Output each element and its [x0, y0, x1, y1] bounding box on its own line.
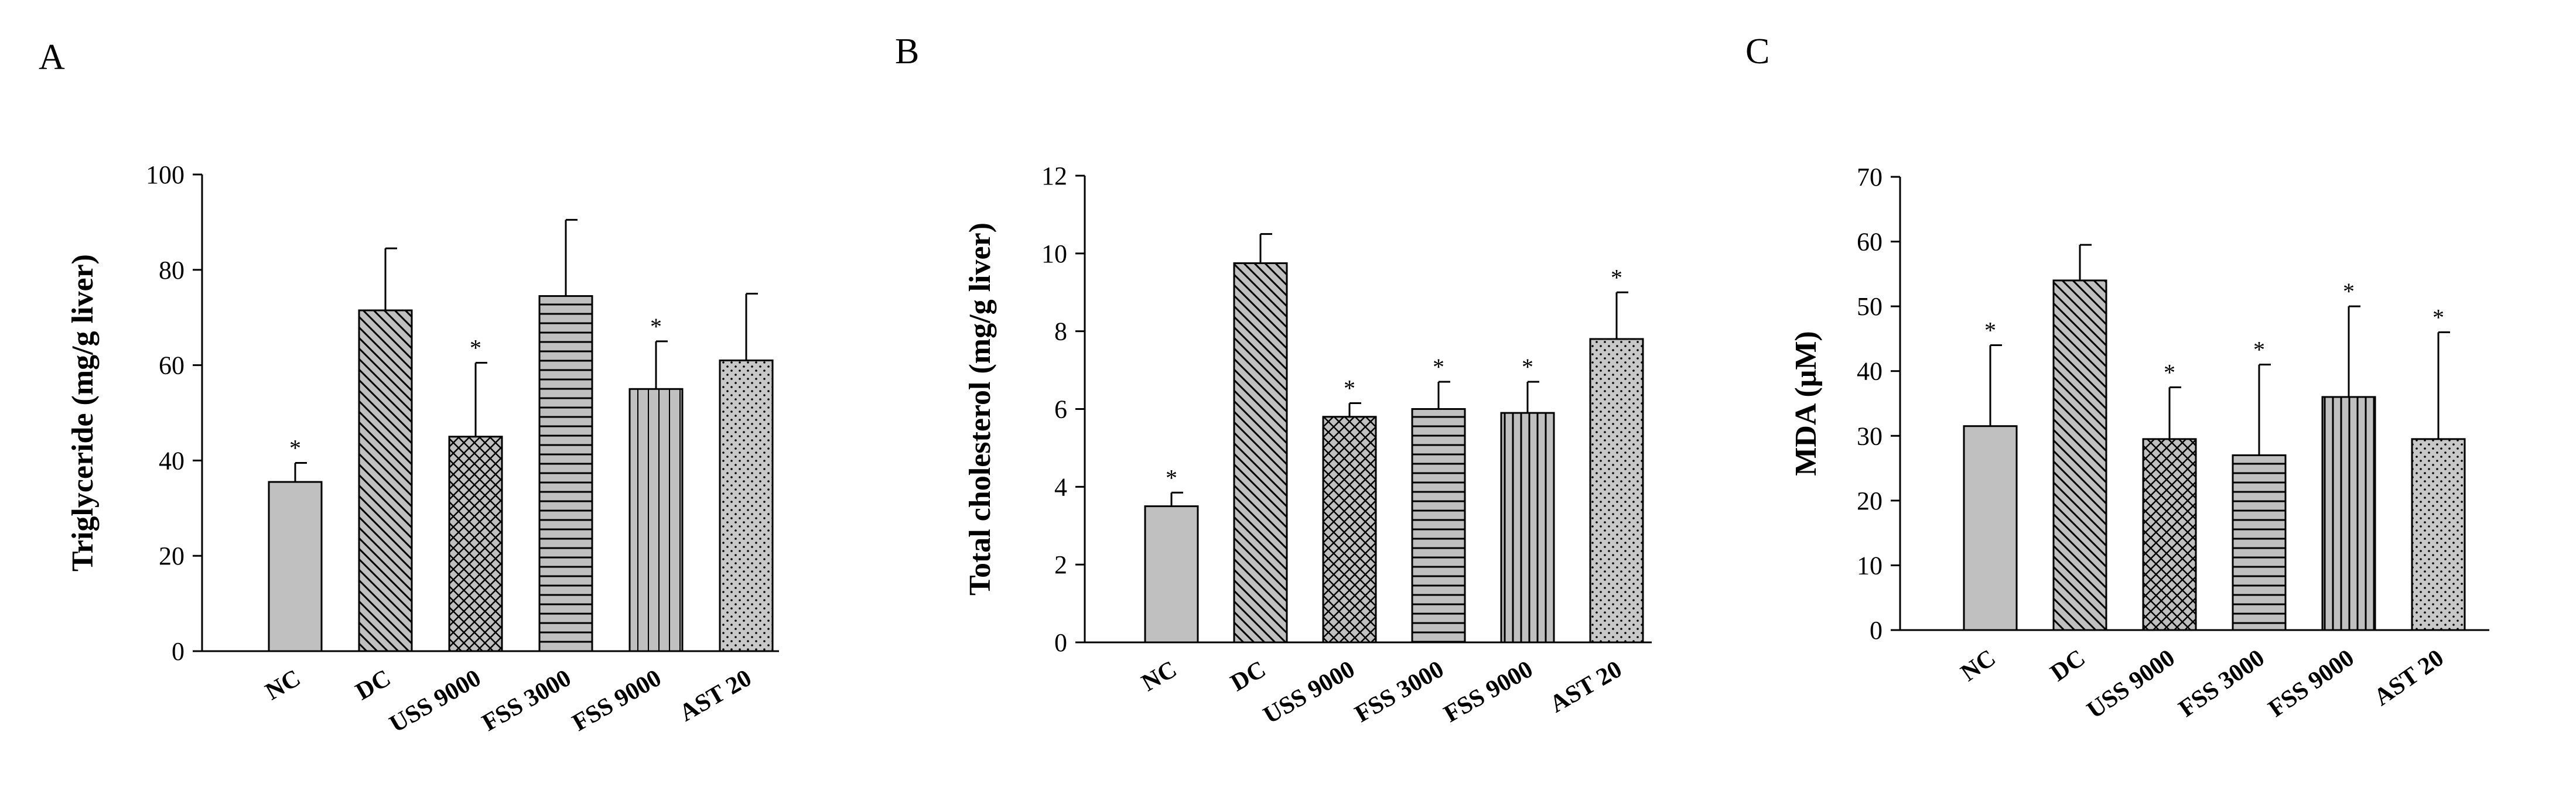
panel-c-y-tick-label: 30	[1857, 422, 1883, 450]
panel-a-y-tick-label: 40	[159, 446, 185, 475]
panel-a-bar	[719, 359, 774, 652]
panel-letter-c: C	[1745, 32, 1769, 71]
panel-b-y-tick-label: 8	[1054, 317, 1067, 346]
panel-b-bar	[1233, 262, 1288, 644]
panel-b-y-tick-label: 10	[1041, 239, 1067, 268]
panel-c-category-label: FSS 3000	[2174, 645, 2270, 723]
panel-b-bar	[1411, 408, 1466, 644]
panel-b-bar	[1322, 416, 1377, 644]
panel-b-y-tick-label: 12	[1041, 162, 1067, 190]
panel-b-y-tick-label: 0	[1054, 628, 1067, 657]
panel-a-y-axis-title: Triglyceride (mg/g liver)	[66, 254, 100, 572]
panel-a-y-tick-label: 0	[172, 637, 185, 666]
panel-c-category-label: NC	[1956, 645, 2001, 687]
panel-c-y-tick-label: 40	[1857, 357, 1883, 386]
panel-a-category-label: FSS 9000	[568, 665, 666, 737]
panel-b-chart: 0 2 4 6 8 10 12 Total cholesterol (mg/g liver) *…	[964, 162, 1652, 729]
panel-b-category-label: AST 20	[1545, 656, 1627, 718]
panel-c-bar	[2052, 279, 2107, 631]
panel-b-category-label: NC	[1137, 656, 1181, 697]
panel-b-bar	[1144, 505, 1199, 644]
panel-a-bar	[628, 388, 684, 652]
panel-a-significance-marker: *	[470, 335, 481, 361]
panel-c: C 0 10 20 30 40 50 60 70 MDA (μM) * NC DC * USS 9000 *…	[1745, 32, 2489, 724]
panel-c-significance-marker: *	[1984, 317, 1996, 343]
panel-a-bar	[448, 436, 503, 652]
panel-a-category-label: AST 20	[675, 665, 756, 727]
panel-a-bar	[358, 309, 413, 652]
panel-b-category-label: FSS 9000	[1439, 656, 1538, 728]
panel-a-category-label: DC	[351, 665, 395, 706]
panel-b-significance-marker: *	[1344, 375, 1355, 402]
panel-c-category-label: DC	[2046, 645, 2090, 687]
panel-a-bar	[268, 481, 323, 652]
panel-b-significance-marker: *	[1522, 354, 1533, 380]
panel-a-y-tick-label: 20	[159, 542, 185, 570]
panel-c-category-label: AST 20	[2369, 645, 2449, 711]
panel-c-y-tick-label: 50	[1857, 292, 1883, 321]
panel-a-category-label: NC	[261, 665, 305, 706]
panel-a-y-tick-label: 60	[159, 351, 185, 380]
panel-a-significance-marker: *	[650, 313, 662, 340]
panel-c-category-label: USS 9000	[2082, 645, 2180, 724]
panel-c-bar	[2321, 396, 2376, 631]
panel-b-significance-marker: *	[1166, 464, 1177, 491]
panel-a-bar	[538, 295, 593, 652]
panel-b-y-tick-label: 2	[1054, 550, 1067, 579]
panel-b-significance-marker: *	[1611, 264, 1622, 290]
panel-b-bar	[1500, 412, 1555, 644]
panel-c-chart: 0 10 20 30 40 50 60 70 MDA (μM) * NC DC * USS 9000 * FS…	[1789, 163, 2489, 724]
panel-c-bar	[2232, 454, 2287, 631]
panel-c-y-tick-label: 0	[1870, 616, 1883, 645]
panel-c-significance-marker: *	[2343, 278, 2355, 304]
panel-letter-a: A	[39, 37, 65, 77]
panel-c-bar	[1963, 425, 2018, 631]
panel-a: A 0 20 40 60 80 100 Triglyceride (mg/g liver) *…	[39, 37, 779, 738]
panel-b-bar	[1589, 338, 1644, 644]
panel-b-y-tick-label: 4	[1054, 473, 1067, 501]
panel-c-y-tick-label: 70	[1857, 163, 1883, 191]
panel-c-y-tick-label: 60	[1857, 228, 1883, 256]
panel-letter-b: B	[895, 32, 919, 71]
panel-c-y-axis-title: MDA (μM)	[1789, 331, 1823, 476]
panel-b-significance-marker: *	[1433, 354, 1444, 380]
panel-c-y-tick-label: 10	[1857, 551, 1883, 580]
panel-c-y-tick-label: 20	[1857, 487, 1883, 515]
panel-c-significance-marker: *	[2432, 304, 2444, 330]
panel-a-category-label: USS 9000	[385, 665, 486, 738]
panel-b-y-axis-title: Total cholesterol (mg/g liver)	[964, 223, 997, 596]
panel-b: B 0 2 4 6 8 10 12 Total cholesterol (mg/g liver…	[895, 32, 1652, 729]
panel-c-bar	[2142, 438, 2197, 631]
panel-a-y-tick-label: 80	[159, 256, 185, 285]
panel-a-chart: 0 20 40 60 80 100 Triglyceride (mg/g liver) * NC…	[66, 160, 779, 738]
panel-b-y-tick-label: 6	[1054, 395, 1067, 424]
panel-c-significance-marker: *	[2253, 337, 2265, 363]
panel-a-significance-marker: *	[289, 434, 301, 461]
panel-c-bar	[2411, 438, 2466, 631]
panel-c-significance-marker: *	[2164, 359, 2175, 385]
panel-a-y-tick-label: 100	[146, 160, 185, 189]
panel-b-category-label: USS 9000	[1259, 656, 1359, 730]
panel-c-category-label: FSS 9000	[2264, 645, 2359, 723]
panel-a-category-label: FSS 3000	[477, 665, 576, 737]
panel-b-category-label: DC	[1226, 656, 1270, 697]
panel-b-category-label: FSS 3000	[1350, 656, 1448, 728]
